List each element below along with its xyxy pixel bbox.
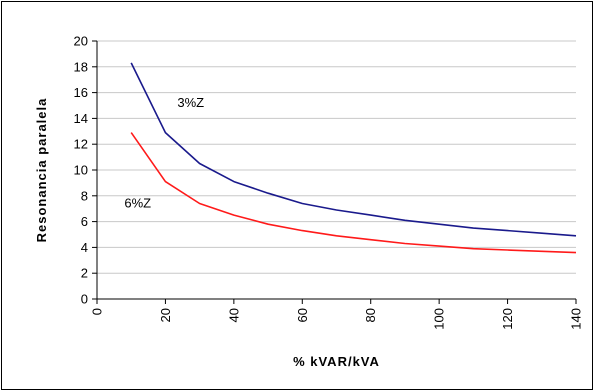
y-tick-label: 8 <box>81 188 88 203</box>
y-tick-label: 16 <box>74 85 88 100</box>
x-tick-label: 40 <box>226 308 241 322</box>
x-tick-label: 60 <box>295 308 310 322</box>
y-tick-label: 6 <box>81 214 88 229</box>
series-label-6pctz: 6%Z <box>124 195 151 210</box>
y-tick-label: 4 <box>81 240 88 255</box>
x-tick-label: 0 <box>90 308 105 315</box>
x-axis-title: % kVAR/kVA <box>293 354 380 369</box>
y-tick-label: 10 <box>74 163 88 178</box>
grid <box>97 40 576 274</box>
y-tick-label: 0 <box>81 292 88 307</box>
y-tick-label: 12 <box>74 137 88 152</box>
x-tick-label: 100 <box>432 308 447 330</box>
series-label-3pctz: 3%Z <box>177 95 204 110</box>
x-tick-label: 20 <box>158 308 173 322</box>
y-tick-label: 18 <box>74 59 88 74</box>
y-tick-label: 14 <box>74 111 88 126</box>
x-tick-label: 120 <box>500 308 515 330</box>
series-line-0 <box>130 62 577 237</box>
x-tick-label: 80 <box>363 308 378 322</box>
y-tick-label: 2 <box>81 266 88 281</box>
labels: Resonancia paralela % kVAR/kVA 3%Z 6%Z <box>34 95 380 369</box>
axes: 0 2 4 6 8 10 12 14 16 18 20 0 20 40 60 80 100 120 140 <box>74 34 584 330</box>
series-lines <box>130 62 577 254</box>
x-tick-label: 140 <box>569 308 584 330</box>
y-axis-title: Resonancia paralela <box>34 98 49 243</box>
y-tick-label: 20 <box>74 34 88 49</box>
series-line-1 <box>130 132 577 254</box>
